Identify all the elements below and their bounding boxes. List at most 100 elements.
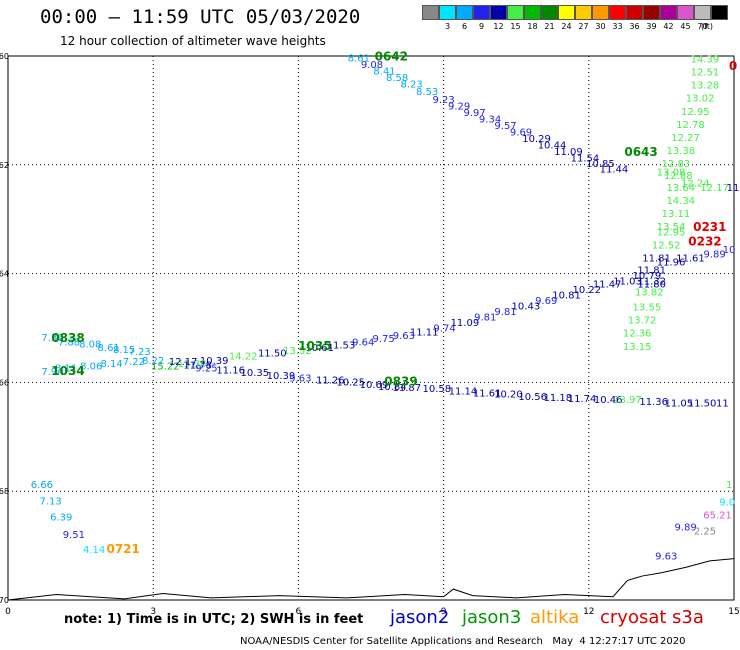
swh-value: 10.39 xyxy=(267,371,296,382)
color-scale-swatch xyxy=(694,5,711,20)
color-scale-swatch xyxy=(575,5,592,20)
swh-value: 11.14 xyxy=(449,386,478,397)
swh-value: 13.15 xyxy=(623,342,652,353)
color-scale-tick-label: 30 xyxy=(595,22,606,31)
color-scale-tick-label: 6 xyxy=(461,22,468,31)
color-scale-swatch xyxy=(558,5,575,20)
swh-value: 8.61 xyxy=(348,53,370,64)
swh-value: 9.64 xyxy=(352,337,374,348)
swh-value: 11 xyxy=(716,398,729,409)
swh-value: 13.02 xyxy=(686,94,715,105)
legend-altika: altika xyxy=(530,607,580,628)
swh-value: 13.11 xyxy=(662,209,691,220)
swh-value: 13.64 xyxy=(666,183,695,194)
color-scale-tick-label: 15 xyxy=(510,22,521,31)
swh-value: 8.08 xyxy=(79,340,101,351)
swh-value: 13.28 xyxy=(691,81,720,92)
color-scale-swatch xyxy=(677,5,694,20)
color-scale-tick-label: 24 xyxy=(561,22,572,31)
swh-value: 11.32 xyxy=(637,276,666,287)
swh-value: 7.94 xyxy=(41,367,63,378)
color-scale-swatch xyxy=(473,5,490,20)
swh-value: 12.88 xyxy=(664,171,693,182)
swh-value: 8.15 xyxy=(113,345,135,356)
swh-value: 10.35 xyxy=(241,368,270,379)
color-scale-bin xyxy=(711,5,728,31)
swh-value: 9.63 xyxy=(289,373,311,384)
pass-time-label: 0 xyxy=(729,59,737,73)
swh-value: 11.44 xyxy=(600,164,629,175)
swh-value: 11.09 xyxy=(554,147,583,158)
swh-value: 9.57 xyxy=(494,121,516,132)
color-scale-tick-label: 21 xyxy=(544,22,555,31)
swh-value: 8.61 xyxy=(98,343,120,354)
swh-value: 6.66 xyxy=(31,480,53,491)
footnote: note: 1) Time is in UTC; 2) SWH is in fe… xyxy=(64,612,364,627)
swh-value: 10.22 xyxy=(573,285,602,296)
color-scale-bin: 27 xyxy=(575,5,592,31)
x-tick-label: 0 xyxy=(5,607,11,617)
swh-value: 8.58 xyxy=(386,73,408,84)
color-scale-swatch xyxy=(609,5,626,20)
color-scale-swatch xyxy=(592,5,609,20)
color-scale-bin: 12 xyxy=(490,5,507,31)
color-scale-swatch xyxy=(490,5,507,20)
swh-value: 10.81 xyxy=(552,291,581,302)
swh-value: 9.69 xyxy=(535,296,557,307)
swh-value: 11.36 xyxy=(639,397,668,408)
swh-value: 1 xyxy=(726,480,732,491)
swh-value: 12.95 xyxy=(681,107,710,118)
footer-credit: NOAA/NESDIS Center for Satellite Applica… xyxy=(240,636,686,647)
swh-value: 9.69 xyxy=(510,127,532,138)
swh-value: 13.97 xyxy=(613,395,642,406)
swh-value: 9.89 xyxy=(674,522,696,533)
x-tick-label: 3 xyxy=(150,607,156,617)
swh-value: 11.09 xyxy=(451,318,480,329)
chart-subtitle: 12 hour collection of altimeter wave hei… xyxy=(60,34,326,48)
swh-value: 9.74 xyxy=(433,323,455,334)
swh-value: 9.29 xyxy=(448,101,470,112)
swh-value: 11.78 xyxy=(183,360,212,371)
swh-value: 13.54 xyxy=(657,222,686,233)
swh-value: 12.24 xyxy=(681,179,710,190)
swh-value: 12.17 xyxy=(169,357,198,368)
swh-value: 11.47 xyxy=(593,280,622,291)
swh-value: 9.51 xyxy=(63,530,85,541)
swh-value: 13.55 xyxy=(633,303,662,314)
swh-value: 11.11 xyxy=(410,328,439,339)
swh-value: 10.61 xyxy=(305,343,334,354)
color-scale-bin: 6 xyxy=(456,5,473,31)
x-tick-label: 6 xyxy=(296,607,302,617)
swh-value: 4.14 xyxy=(83,545,105,556)
legend-s3a: s3a xyxy=(672,607,704,628)
y-tick-label: -62 xyxy=(0,161,9,170)
pass-time-label: 0231 xyxy=(693,220,726,234)
color-scale-tick-label: 70 xyxy=(697,22,708,31)
legend-jason2: jason2 xyxy=(390,607,450,628)
color-scale-swatch xyxy=(643,5,660,20)
swh-value: 11 xyxy=(727,183,740,194)
color-scale-bin: 33 xyxy=(609,5,626,31)
coastline xyxy=(7,558,735,601)
swh-value: 10.29 xyxy=(522,134,551,145)
swh-value: 11.03 xyxy=(613,276,642,287)
swh-value: 12.83 xyxy=(662,159,691,170)
swh-value: 12.95 xyxy=(657,228,686,239)
color-scale-bin: 9 xyxy=(473,5,490,31)
swh-value: 2.25 xyxy=(694,527,716,538)
swh-value: 9.97 xyxy=(463,108,485,119)
color-scale-bin: 42 xyxy=(660,5,677,31)
color-scale-swatch xyxy=(422,5,439,20)
swh-value: 7.23 xyxy=(129,347,151,358)
swh-value: 12.78 xyxy=(676,120,705,131)
swh-value: 12.17 xyxy=(700,183,729,194)
color-scale-bin: 39 xyxy=(643,5,660,31)
swh-value: 14.34 xyxy=(666,196,695,207)
color-scale-bin: 70 xyxy=(694,5,711,31)
color-scale-tick-label: 39 xyxy=(646,22,657,31)
swh-value: 11.50 xyxy=(258,348,287,359)
color-scale-swatch xyxy=(456,5,473,20)
swh-value: 9.25 xyxy=(195,364,217,375)
swh-value: 7.13 xyxy=(39,496,61,507)
color-scale-unit: (ft) xyxy=(701,22,714,31)
